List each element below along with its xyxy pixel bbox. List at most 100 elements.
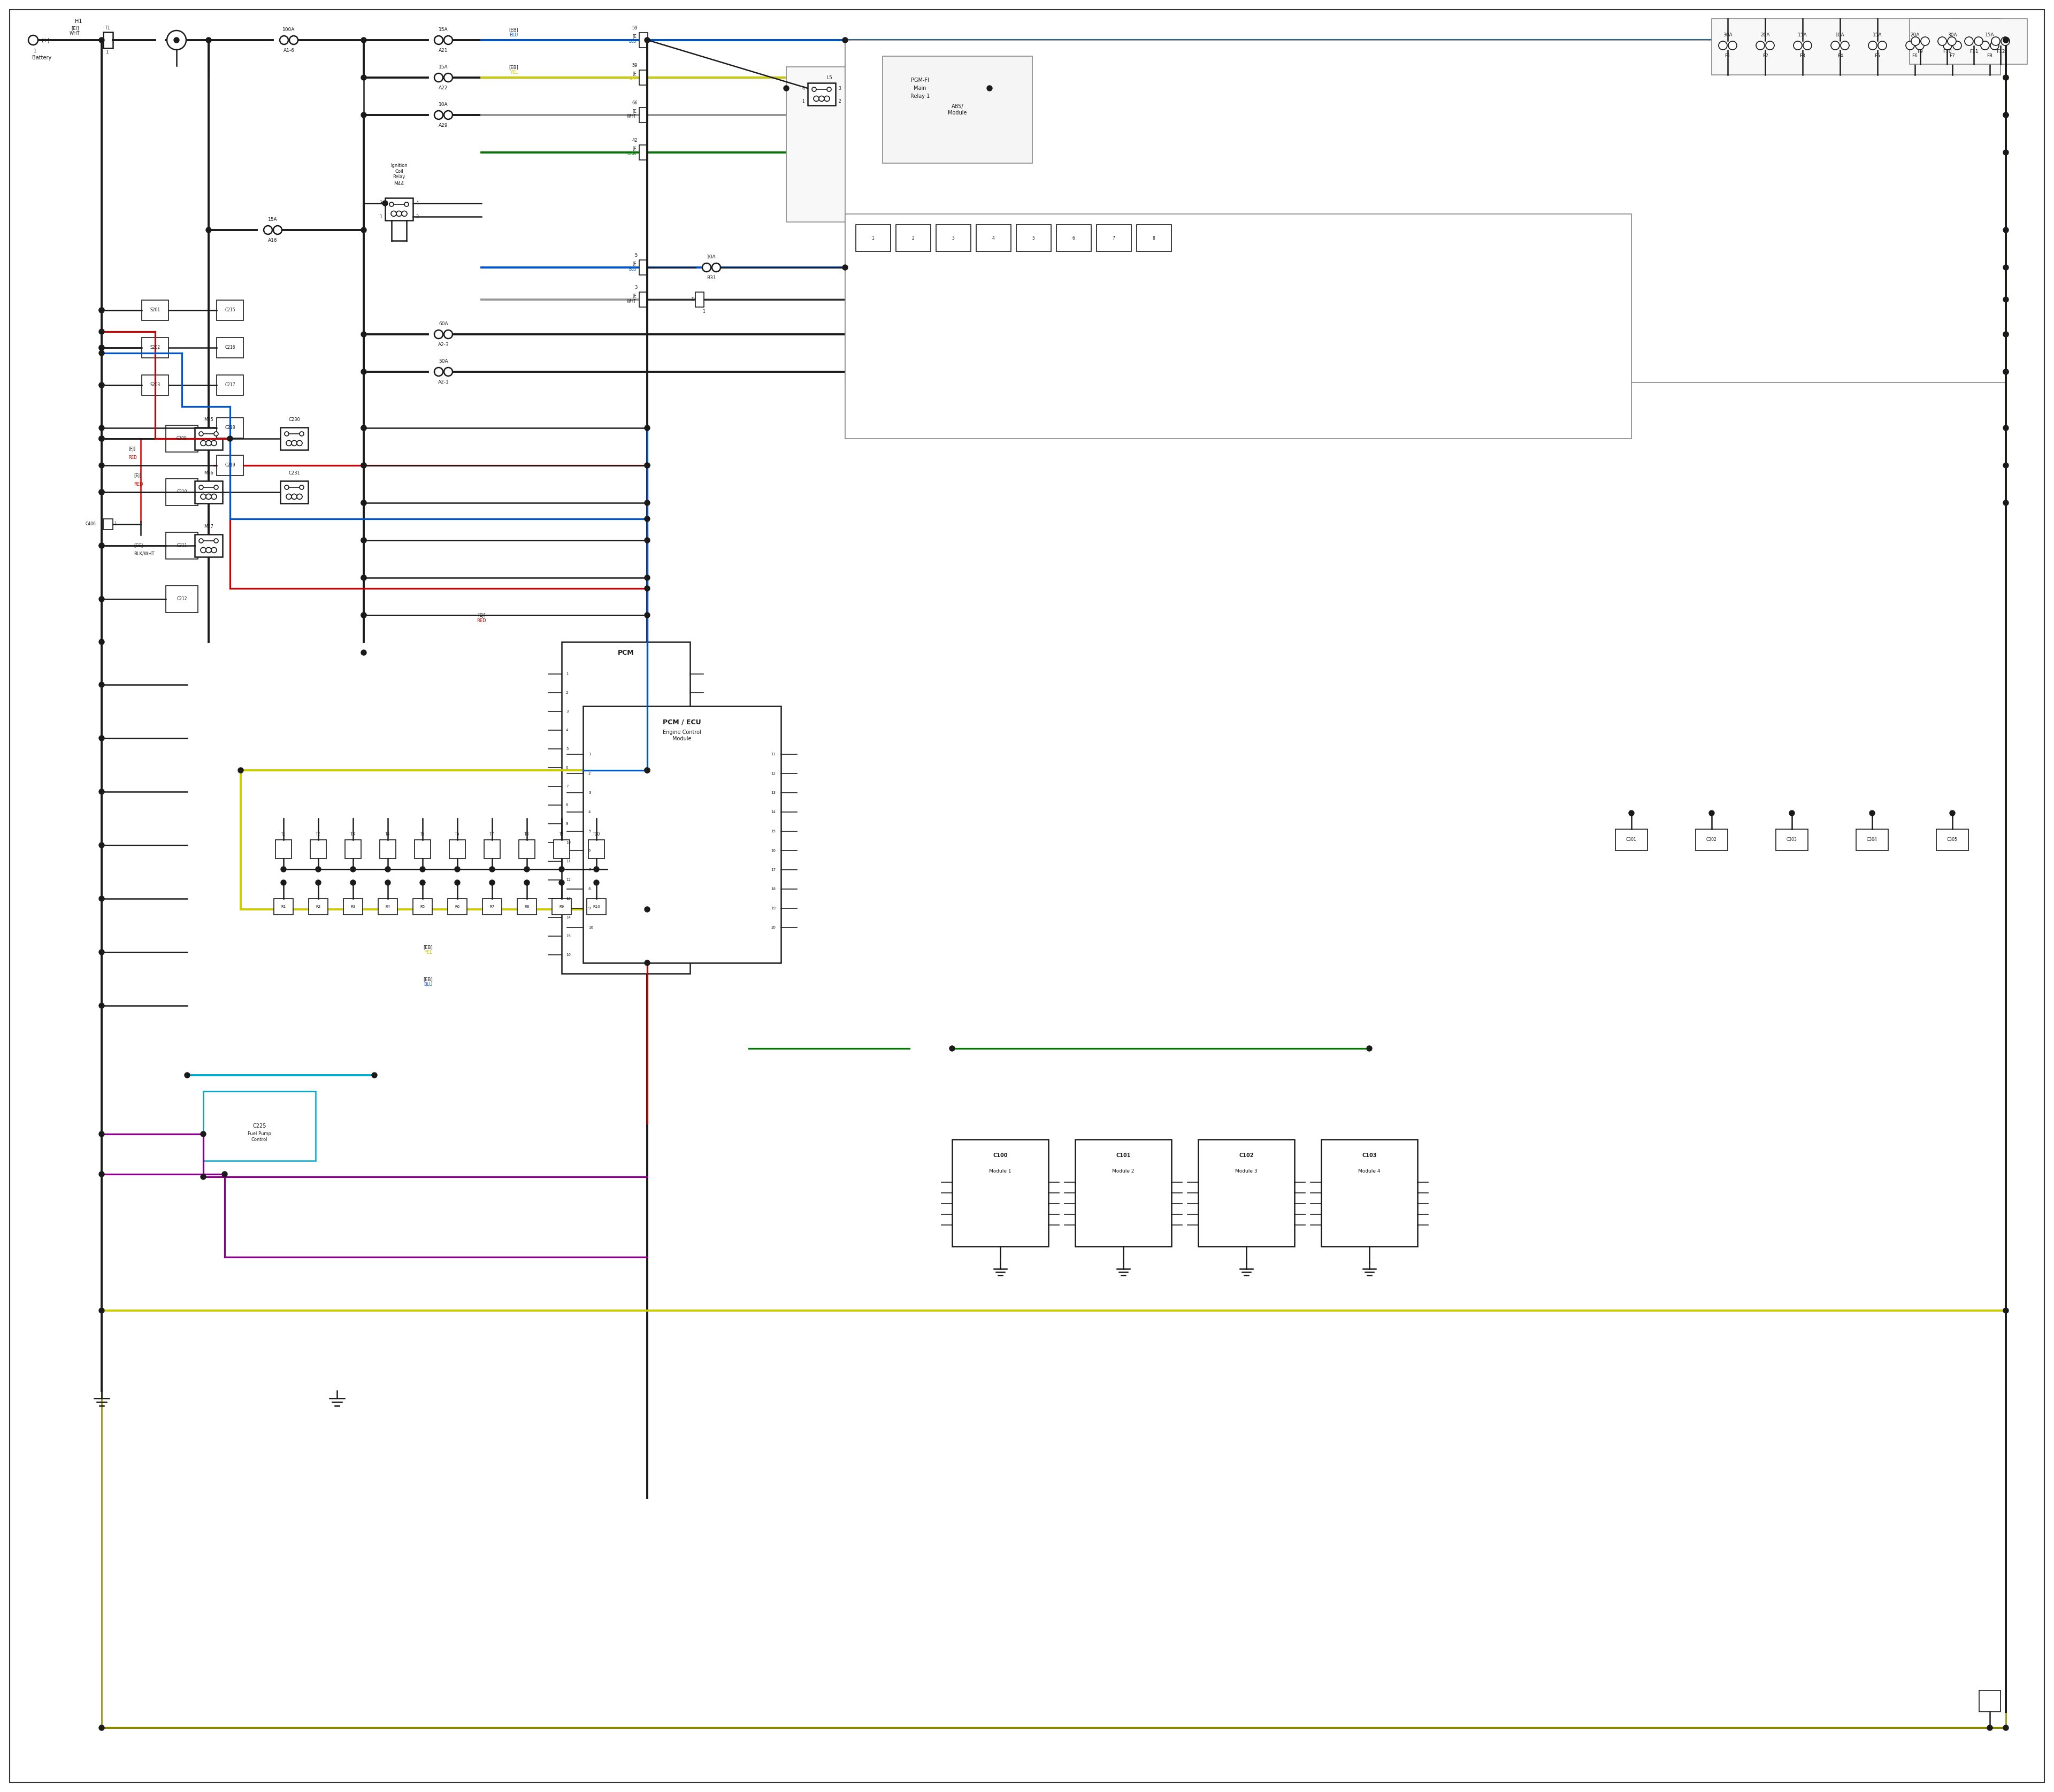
Circle shape [824, 97, 830, 102]
Circle shape [524, 880, 530, 885]
Circle shape [99, 425, 105, 430]
Text: 7: 7 [567, 785, 569, 788]
Circle shape [2003, 265, 2009, 271]
Circle shape [362, 228, 366, 233]
Text: 5: 5 [587, 830, 592, 833]
Text: S203: S203 [150, 383, 160, 387]
Circle shape [645, 462, 649, 468]
Circle shape [811, 88, 815, 91]
Bar [216, 337, 242, 358]
Circle shape [1756, 41, 1764, 50]
Text: [EJ]: [EJ] [127, 446, 136, 452]
Circle shape [201, 1174, 205, 1179]
Text: YEL: YEL [423, 950, 431, 955]
Circle shape [205, 495, 212, 500]
Bar [166, 532, 197, 559]
Bar [787, 66, 990, 222]
Circle shape [205, 38, 212, 43]
Circle shape [433, 111, 444, 120]
Bar [883, 56, 1033, 163]
Circle shape [362, 575, 366, 581]
Bar [1074, 1140, 1171, 1247]
Text: YEL: YEL [629, 77, 637, 82]
Bar [103, 520, 113, 530]
Text: C215: C215 [224, 308, 236, 312]
Bar [896, 224, 930, 251]
Bar [216, 299, 242, 321]
Circle shape [99, 597, 105, 602]
Text: A22: A22 [440, 86, 448, 90]
Text: T3: T3 [351, 831, 355, 837]
Circle shape [1709, 810, 1715, 815]
Text: 3: 3 [951, 235, 955, 240]
Text: 5: 5 [567, 747, 569, 751]
Text: D: D [690, 297, 694, 303]
Circle shape [1869, 810, 1875, 815]
Bar [1711, 18, 2001, 75]
Text: T6: T6 [454, 831, 460, 837]
Bar [553, 898, 571, 914]
Text: Module 4: Module 4 [1358, 1168, 1380, 1174]
Text: BLU: BLU [509, 32, 518, 38]
Circle shape [986, 86, 992, 91]
Circle shape [222, 1172, 228, 1177]
Circle shape [382, 201, 388, 206]
Circle shape [419, 880, 425, 885]
Bar [216, 418, 242, 437]
Text: 15A: 15A [269, 217, 277, 222]
Circle shape [813, 97, 820, 102]
Circle shape [559, 880, 565, 885]
Circle shape [99, 735, 105, 740]
Bar [1056, 224, 1091, 251]
Text: 4: 4 [803, 86, 805, 91]
Circle shape [1830, 41, 1840, 50]
Bar [142, 375, 168, 396]
Text: 10: 10 [587, 926, 594, 930]
Circle shape [1992, 38, 2001, 45]
Circle shape [201, 1131, 205, 1136]
Text: C219: C219 [224, 462, 236, 468]
Text: 59: 59 [633, 25, 637, 30]
Circle shape [212, 495, 216, 500]
Circle shape [201, 441, 205, 446]
Text: 15: 15 [567, 934, 571, 937]
Text: 3: 3 [380, 201, 382, 206]
Circle shape [290, 36, 298, 45]
Circle shape [2003, 113, 2009, 118]
Text: 1: 1 [107, 50, 109, 54]
Circle shape [1943, 41, 1951, 50]
Bar [380, 840, 396, 858]
Circle shape [842, 38, 848, 43]
Text: 14: 14 [567, 916, 571, 919]
Text: Module 1: Module 1 [990, 1168, 1011, 1174]
Circle shape [1990, 41, 1999, 50]
Bar [310, 840, 327, 858]
Circle shape [99, 330, 105, 335]
Circle shape [212, 547, 216, 552]
Text: 12: 12 [770, 772, 776, 776]
Text: T8: T8 [524, 831, 530, 837]
Text: RED: RED [134, 482, 144, 486]
Text: T5: T5 [419, 831, 425, 837]
Bar [308, 898, 329, 914]
Circle shape [2003, 75, 2009, 81]
Text: (+): (+) [41, 38, 49, 43]
Circle shape [362, 613, 366, 618]
Circle shape [279, 36, 288, 45]
Text: F2: F2 [1762, 54, 1768, 59]
Text: M45: M45 [203, 418, 214, 423]
Bar [343, 898, 364, 914]
Text: WHT: WHT [70, 30, 80, 36]
Text: 4: 4 [567, 729, 569, 731]
Circle shape [286, 495, 292, 500]
Text: 1: 1 [33, 48, 37, 54]
Circle shape [292, 495, 298, 500]
Bar [639, 32, 647, 48]
Text: WHT: WHT [626, 299, 637, 303]
Circle shape [362, 538, 366, 543]
Text: ABS/
Module: ABS/ Module [949, 104, 967, 115]
Text: [E: [E [633, 72, 637, 77]
Text: 1: 1 [380, 215, 382, 219]
Circle shape [2003, 1308, 2009, 1314]
Text: 8: 8 [1152, 235, 1154, 240]
